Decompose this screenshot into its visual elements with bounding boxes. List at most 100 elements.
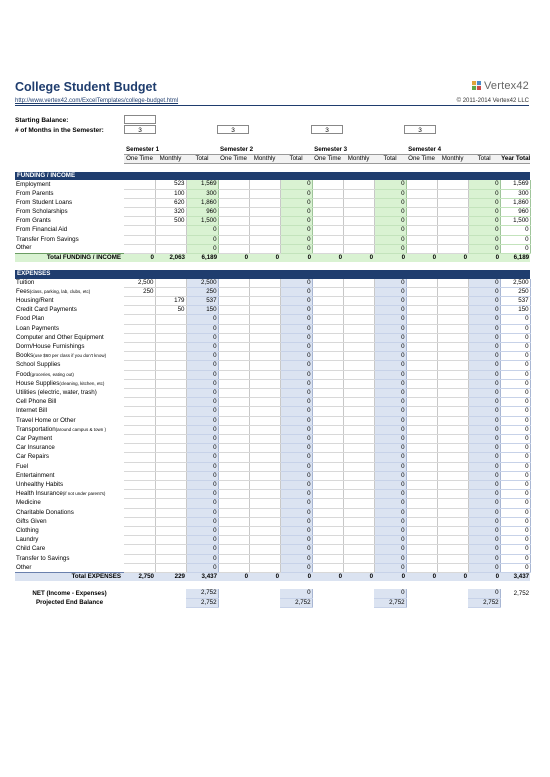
input-cell[interactable]: [437, 388, 469, 399]
input-cell[interactable]: [437, 526, 469, 537]
input-cell[interactable]: [406, 489, 438, 500]
input-cell[interactable]: [343, 370, 375, 380]
input-cell[interactable]: [218, 554, 250, 564]
input-cell[interactable]: [437, 462, 469, 472]
input-cell[interactable]: [437, 296, 469, 307]
input-cell[interactable]: [406, 544, 438, 555]
input-cell[interactable]: [124, 296, 156, 307]
input-cell[interactable]: [249, 544, 281, 555]
input-cell[interactable]: 2,500: [124, 278, 156, 288]
input-cell[interactable]: [343, 198, 375, 208]
input-cell[interactable]: [437, 498, 469, 509]
input-cell[interactable]: [155, 489, 187, 500]
input-cell[interactable]: [249, 324, 281, 334]
input-cell[interactable]: [312, 535, 344, 546]
input-cell[interactable]: [249, 305, 281, 316]
input-cell[interactable]: [312, 216, 344, 227]
input-cell[interactable]: [437, 278, 469, 288]
input-cell[interactable]: [312, 425, 344, 435]
input-cell[interactable]: [343, 388, 375, 399]
input-cell[interactable]: [218, 397, 250, 408]
input-cell[interactable]: [312, 406, 344, 417]
input-cell[interactable]: [312, 207, 344, 218]
input-cell[interactable]: [218, 287, 250, 297]
input-cell[interactable]: [249, 554, 281, 564]
input-cell[interactable]: [406, 333, 438, 343]
input-cell[interactable]: [124, 198, 156, 208]
input-cell[interactable]: [218, 207, 250, 218]
input-cell[interactable]: [312, 452, 344, 463]
input-cell[interactable]: [406, 517, 438, 528]
input-cell[interactable]: [155, 443, 187, 454]
input-cell[interactable]: [218, 244, 250, 254]
input-cell[interactable]: [155, 498, 187, 509]
input-cell[interactable]: [343, 379, 375, 389]
input-cell[interactable]: [155, 508, 187, 518]
input-cell[interactable]: [218, 216, 250, 227]
input-cell[interactable]: [124, 462, 156, 472]
input-cell[interactable]: [155, 324, 187, 334]
input-cell[interactable]: [249, 471, 281, 481]
input-cell[interactable]: [312, 388, 344, 399]
input-cell[interactable]: [249, 379, 281, 389]
months-input-sem4[interactable]: 3: [404, 125, 436, 134]
input-cell[interactable]: [124, 480, 156, 491]
input-cell[interactable]: [437, 370, 469, 380]
input-cell[interactable]: [155, 314, 187, 325]
input-cell[interactable]: [249, 342, 281, 353]
input-cell[interactable]: [155, 397, 187, 408]
input-cell[interactable]: [312, 225, 344, 236]
input-cell[interactable]: [249, 296, 281, 307]
input-cell[interactable]: [343, 397, 375, 408]
input-cell[interactable]: [312, 287, 344, 297]
input-cell[interactable]: [406, 535, 438, 546]
input-cell[interactable]: [124, 397, 156, 408]
input-cell[interactable]: [124, 235, 156, 245]
input-cell[interactable]: [406, 526, 438, 537]
input-cell[interactable]: [406, 452, 438, 463]
input-cell[interactable]: [312, 471, 344, 481]
input-cell[interactable]: [249, 452, 281, 463]
input-cell[interactable]: [218, 406, 250, 417]
input-cell[interactable]: [343, 216, 375, 227]
input-cell[interactable]: [437, 535, 469, 546]
input-cell[interactable]: [406, 563, 438, 574]
input-cell[interactable]: [406, 508, 438, 518]
input-cell[interactable]: [437, 425, 469, 435]
input-cell[interactable]: [155, 535, 187, 546]
input-cell[interactable]: [249, 508, 281, 518]
input-cell[interactable]: [249, 189, 281, 199]
input-cell[interactable]: [406, 434, 438, 445]
input-cell[interactable]: [343, 416, 375, 426]
input-cell[interactable]: [124, 563, 156, 574]
input-cell[interactable]: [437, 406, 469, 417]
input-cell[interactable]: [406, 443, 438, 454]
input-cell[interactable]: [343, 462, 375, 472]
input-cell[interactable]: [406, 342, 438, 353]
input-cell[interactable]: [312, 305, 344, 316]
input-cell[interactable]: [437, 351, 469, 362]
input-cell[interactable]: [406, 198, 438, 208]
input-cell[interactable]: [437, 225, 469, 236]
input-cell[interactable]: [343, 517, 375, 528]
input-cell[interactable]: [406, 207, 438, 218]
input-cell[interactable]: [312, 544, 344, 555]
input-cell[interactable]: [218, 370, 250, 380]
input-cell[interactable]: [406, 471, 438, 481]
input-cell[interactable]: [218, 198, 250, 208]
input-cell[interactable]: [124, 379, 156, 389]
input-cell[interactable]: [312, 244, 344, 254]
input-cell[interactable]: [437, 333, 469, 343]
input-cell[interactable]: [218, 342, 250, 353]
input-cell[interactable]: [124, 225, 156, 236]
input-cell[interactable]: [343, 563, 375, 574]
input-cell[interactable]: [124, 443, 156, 454]
input-cell[interactable]: [312, 296, 344, 307]
months-input-sem3[interactable]: 3: [311, 125, 343, 134]
input-cell[interactable]: 50: [155, 305, 187, 316]
input-cell[interactable]: [406, 287, 438, 297]
input-cell[interactable]: [312, 508, 344, 518]
input-cell[interactable]: [437, 314, 469, 325]
input-cell[interactable]: [343, 287, 375, 297]
input-cell[interactable]: [343, 189, 375, 199]
